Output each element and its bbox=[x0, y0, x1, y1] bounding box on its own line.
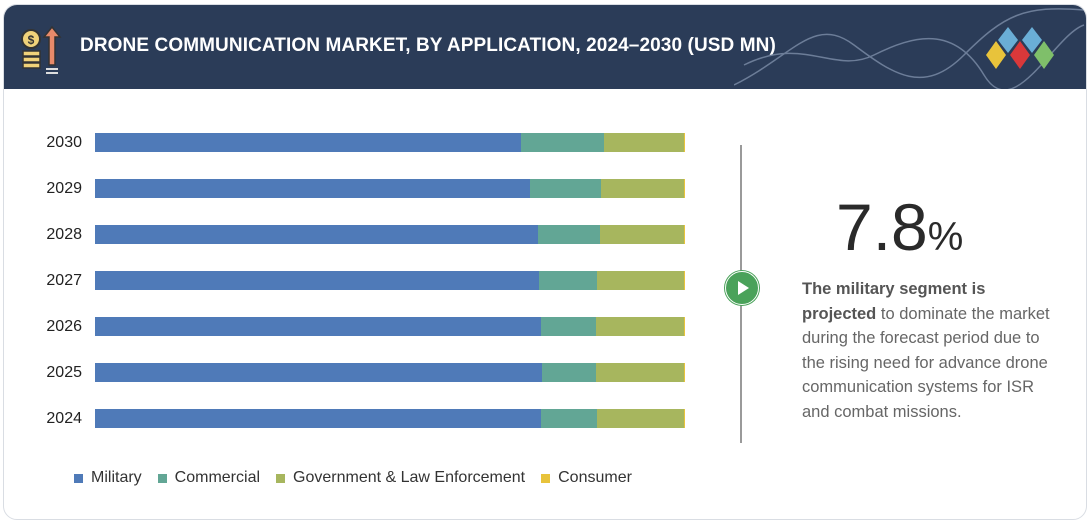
bar-segment-consumer bbox=[683, 363, 685, 382]
bar-segment-consumer bbox=[683, 179, 685, 198]
callout-description: The military segment is projected to dom… bbox=[802, 277, 1052, 424]
y-tick-label: 2027 bbox=[46, 272, 82, 289]
legend-swatch bbox=[541, 473, 551, 483]
wave-decoration bbox=[734, 8, 1085, 89]
cagr-unit: % bbox=[927, 215, 964, 259]
bar-segment-military bbox=[95, 133, 521, 152]
bar-segment-government-law-enforcement bbox=[597, 271, 684, 290]
header: $ DRONE COMMUNICATION MARKET, BY APPLICA… bbox=[4, 5, 1086, 89]
coins-growth-arrow-icon: $ bbox=[21, 25, 62, 74]
bar-segment-government-law-enforcement bbox=[601, 179, 684, 198]
chart-title: DRONE COMMUNICATION MARKET, BY APPLICATI… bbox=[80, 35, 776, 56]
legend-item: Military bbox=[74, 469, 142, 487]
bar-segment-consumer bbox=[683, 409, 685, 428]
legend-item: Commercial bbox=[157, 469, 261, 487]
bar-segment-commercial bbox=[520, 133, 605, 152]
bar-segment-commercial bbox=[541, 317, 596, 336]
bar-segment-military bbox=[95, 409, 542, 428]
bar-segment-commercial bbox=[541, 363, 596, 382]
bar-segment-government-law-enforcement bbox=[595, 363, 684, 382]
bar-segment-commercial bbox=[541, 409, 598, 428]
bar-segment-military bbox=[95, 317, 542, 336]
svg-text:$: $ bbox=[28, 33, 35, 47]
legend-label: Commercial bbox=[174, 469, 261, 486]
bar-segment-military bbox=[95, 179, 531, 198]
y-tick-label: 2028 bbox=[46, 226, 82, 243]
bar-segment-commercial bbox=[530, 179, 602, 198]
legend-label: Government & Law Enforcement bbox=[293, 469, 526, 486]
bar-segment-consumer bbox=[683, 271, 685, 290]
bar-segment-commercial bbox=[538, 271, 598, 290]
y-tick-label: 2024 bbox=[46, 410, 82, 427]
bar-segment-commercial bbox=[537, 225, 601, 244]
bar-segment-military bbox=[95, 271, 539, 290]
legend-swatch bbox=[157, 473, 167, 483]
legend: Military Commercial Government & Law Enfor… bbox=[74, 469, 632, 487]
bar-segment-government-law-enforcement bbox=[604, 133, 684, 152]
y-tick-label: 2030 bbox=[46, 134, 82, 151]
legend-label: Consumer bbox=[558, 469, 632, 486]
legend-swatch bbox=[74, 473, 83, 483]
cagr-number: 7.8 bbox=[836, 190, 928, 264]
bar-segment-government-law-enforcement bbox=[597, 409, 684, 428]
legend-item: Government & Law Enforcement bbox=[276, 469, 525, 487]
diamond-cluster-logo bbox=[986, 27, 1054, 69]
infographic-card: $ DRONE COMMUNICATION MARKET, BY APPLICA… bbox=[3, 4, 1087, 520]
bar-segment-consumer bbox=[683, 317, 685, 336]
bar-segment-government-law-enforcement bbox=[595, 317, 684, 336]
bar-segment-consumer bbox=[683, 133, 685, 152]
y-tick-label: 2029 bbox=[46, 180, 82, 197]
y-tick-label: 2026 bbox=[46, 318, 82, 335]
bar-segment-government-law-enforcement bbox=[600, 225, 684, 244]
bar-segment-consumer bbox=[683, 225, 685, 244]
legend-label: Military bbox=[91, 469, 142, 486]
callout-text: to dominate the market during the foreca… bbox=[802, 304, 1050, 421]
bar-segment-military bbox=[95, 225, 538, 244]
legend-swatch bbox=[276, 473, 286, 483]
legend-item: Consumer bbox=[541, 469, 632, 487]
bar-segment-military bbox=[95, 363, 542, 382]
play-icon bbox=[725, 271, 759, 305]
y-tick-label: 2025 bbox=[46, 364, 82, 381]
cagr-value: 7.8% bbox=[836, 189, 963, 265]
callout-bold-text: The military segment is projected bbox=[802, 280, 986, 323]
